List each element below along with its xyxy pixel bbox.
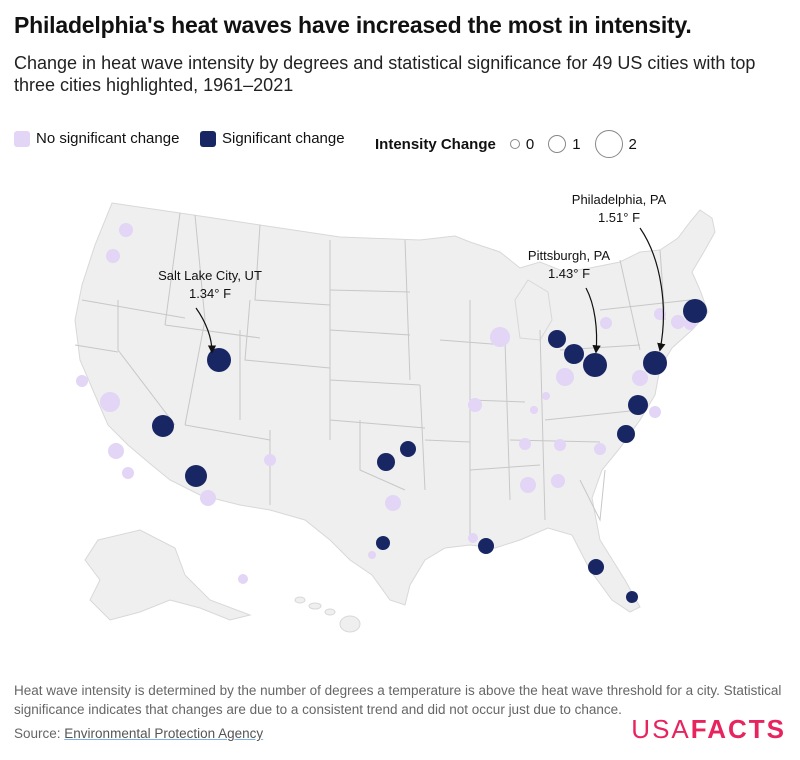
- city-bubble[interactable]: [100, 392, 120, 412]
- city-bubble-phoenix[interactable]: [185, 465, 207, 487]
- annotation-philadelphia: Philadelphia, PA 1.51° F: [572, 192, 667, 352]
- significant-cities: [152, 299, 707, 603]
- legend-significant: Significant change: [200, 130, 345, 147]
- city-bubble[interactable]: [520, 477, 536, 493]
- size-circle-large: [594, 130, 623, 158]
- annotation-phl-city: Philadelphia, PA: [572, 192, 667, 207]
- city-bubble[interactable]: [594, 443, 606, 455]
- logo-usa: USA: [631, 714, 691, 744]
- chart-title: Philadelphia's heat waves have increased…: [14, 12, 692, 38]
- city-bubble[interactable]: [468, 398, 482, 412]
- city-bubble[interactable]: [632, 370, 648, 386]
- city-bubble[interactable]: [264, 454, 276, 466]
- size-label-2: 2: [628, 135, 637, 153]
- legend-significant-label: Significant change: [222, 130, 345, 147]
- city-bubble[interactable]: [519, 438, 531, 450]
- source-label: Source:: [14, 726, 61, 741]
- city-bubble[interactable]: [554, 439, 566, 451]
- size-label-1: 1: [572, 135, 581, 153]
- city-bubble-philadelphia[interactable]: [643, 351, 667, 375]
- city-bubble[interactable]: [490, 327, 510, 347]
- city-bubble-pittsburgh[interactable]: [583, 353, 607, 377]
- significant-swatch: [200, 130, 216, 147]
- legend-size: Intensity Change 0 1 2: [375, 130, 637, 158]
- us-map: Salt Lake City, UT 1.34° F Pittsburgh, P…: [74, 192, 716, 633]
- city-bubble[interactable]: [551, 474, 565, 488]
- city-bubble[interactable]: [122, 467, 134, 479]
- city-bubble-boston[interactable]: [683, 299, 707, 323]
- city-bubble-miami[interactable]: [626, 591, 638, 603]
- annotation-slc-value: 1.34° F: [189, 286, 231, 301]
- non-significant-cities: [76, 223, 696, 584]
- city-bubble[interactable]: [200, 490, 216, 506]
- hawaii-landmass: [294, 596, 361, 633]
- city-bubble-san-antonio[interactable]: [376, 536, 390, 550]
- city-bubble[interactable]: [108, 443, 124, 459]
- city-bubble[interactable]: [530, 406, 538, 414]
- usafacts-logo: USAFACTS: [631, 714, 786, 745]
- alaska-landmass: [84, 529, 252, 621]
- michigan-landmass: [514, 279, 553, 341]
- city-bubble-detroit[interactable]: [548, 330, 566, 348]
- city-bubble[interactable]: [76, 375, 88, 387]
- legend-no-significant: No significant change: [14, 130, 179, 147]
- contiguous-us-landmass: [74, 202, 716, 613]
- annotation-slc-city: Salt Lake City, UT: [158, 268, 262, 283]
- size-label-0: 0: [525, 135, 535, 153]
- city-bubble-oklahoma-city[interactable]: [377, 453, 395, 471]
- city-bubble[interactable]: [654, 308, 666, 320]
- annotation-salt-lake-city: Salt Lake City, UT 1.34° F: [158, 268, 262, 354]
- city-bubble[interactable]: [468, 533, 478, 543]
- city-bubble[interactable]: [368, 551, 376, 559]
- city-bubble[interactable]: [671, 315, 685, 329]
- city-bubble-new-orleans[interactable]: [478, 538, 494, 554]
- annotation-phl-value: 1.51° F: [598, 210, 640, 225]
- annotation-pittsburgh: Pittsburgh, PA 1.43° F: [528, 248, 610, 354]
- no-significant-swatch: [14, 130, 30, 147]
- city-bubble[interactable]: [238, 574, 248, 584]
- legend-size-title: Intensity Change: [375, 135, 496, 153]
- chart-subtitle: Change in heat wave intensity by degrees…: [14, 53, 756, 95]
- annotation-pit-value: 1.43° F: [548, 266, 590, 281]
- city-bubble[interactable]: [649, 406, 661, 418]
- source-line: Source: Environmental Protection Agency: [14, 726, 263, 741]
- city-bubble[interactable]: [556, 368, 574, 386]
- city-bubble[interactable]: [542, 392, 550, 400]
- legend-no-significant-label: No significant change: [36, 130, 180, 147]
- city-bubble-tulsa[interactable]: [400, 441, 416, 457]
- city-bubble-washington[interactable]: [628, 395, 648, 415]
- city-bubble[interactable]: [600, 317, 612, 329]
- city-bubble-raleigh[interactable]: [617, 425, 635, 443]
- city-bubble-tampa[interactable]: [588, 559, 604, 575]
- size-circle-medium: [548, 135, 567, 153]
- size-circle-small: [509, 139, 520, 149]
- legend: No significant change Significant change…: [14, 130, 794, 158]
- city-bubble-las-vegas[interactable]: [152, 415, 174, 437]
- source-link[interactable]: Environmental Protection Agency: [64, 726, 264, 741]
- city-bubble[interactable]: [119, 223, 133, 237]
- city-bubble-cleveland[interactable]: [564, 344, 584, 364]
- state-borders: [74, 212, 691, 540]
- annotation-pit-city: Pittsburgh, PA: [528, 248, 610, 263]
- footnote: Heat wave intensity is determined by the…: [14, 683, 782, 717]
- city-bubble-salt-lake-city[interactable]: [207, 348, 231, 372]
- logo-facts: FACTS: [690, 714, 786, 744]
- city-bubble[interactable]: [385, 495, 401, 511]
- city-bubble[interactable]: [106, 249, 120, 263]
